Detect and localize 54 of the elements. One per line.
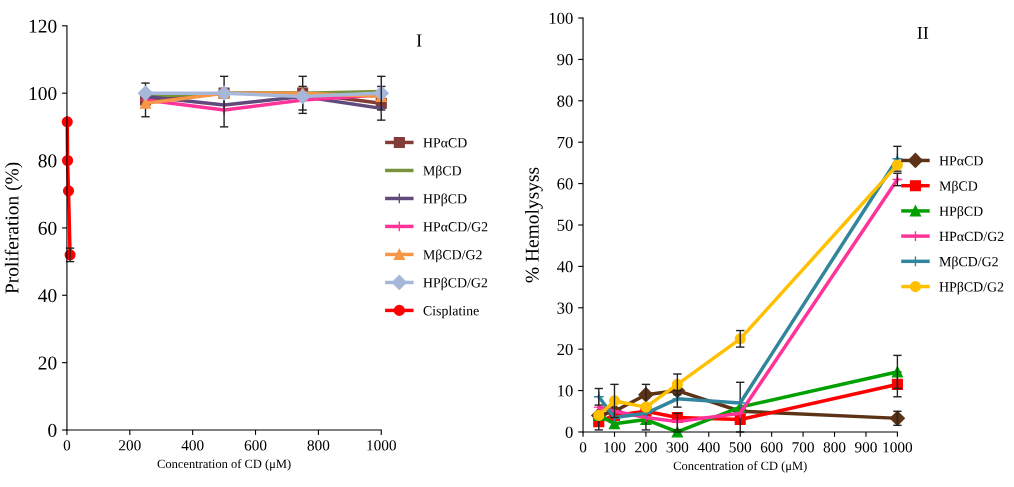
x-tick-label: 400 <box>697 442 720 453</box>
x-axis-title: Concentration of CD (μM) <box>673 461 807 473</box>
x-tick-label: 300 <box>666 442 689 453</box>
x-tick-label: 600 <box>244 440 267 451</box>
y-tick-label: 80 <box>38 154 57 168</box>
legend-label: HPαCD <box>939 156 983 166</box>
x-tick-label: 1000 <box>367 440 396 451</box>
y-tick-label: 30 <box>557 302 573 314</box>
x-tick-label: 800 <box>307 440 330 451</box>
legend-label: HPβCD <box>939 206 983 219</box>
legend-label: HPαCD/G2 <box>423 222 488 232</box>
y-tick-label: 80 <box>557 95 573 107</box>
y-tick-label: 0 <box>565 426 573 438</box>
text: I <box>416 34 422 47</box>
legend-label: HPβCD/G2 <box>423 277 488 291</box>
y-tick-label: 100 <box>29 87 57 101</box>
x-tick-label: 400 <box>181 440 204 451</box>
x-tick-label: 0 <box>63 440 71 451</box>
legend-label: MβCD <box>939 180 978 194</box>
legend-label: HPβCD/G2 <box>939 281 1004 295</box>
legend-label: Cisplatine <box>423 305 479 319</box>
y-tick-label: 20 <box>557 343 573 356</box>
legend-label: MβCD/G2 <box>423 249 482 263</box>
x-tick-label: 600 <box>760 442 783 453</box>
x-tick-label: 200 <box>119 440 141 451</box>
legend-label: HPαCD/G2 <box>939 231 1004 242</box>
y-tick-label: 10 <box>558 385 573 397</box>
legend-label: MβCD <box>423 165 462 179</box>
legend-label: MβCD/G2 <box>939 256 998 270</box>
y-tick-label: 40 <box>556 261 573 273</box>
y-axis-title: % Hemolysyss <box>525 167 543 283</box>
y-tick-label: 90 <box>557 54 573 66</box>
x-tick-label: 100 <box>604 442 626 453</box>
x-tick-label: 500 <box>729 442 752 453</box>
x-tick-label: 200 <box>635 442 657 453</box>
y-tick-label: 20 <box>38 356 57 370</box>
y-tick-label: 50 <box>557 219 573 231</box>
x-tick-label: 1000 <box>883 442 913 453</box>
y-tick-label: 0 <box>48 423 57 437</box>
y-tick-label: 120 <box>29 19 57 33</box>
x-tick-label: 800 <box>823 442 846 453</box>
x-axis-title: Concentration of CD (μM) <box>157 459 291 471</box>
y-tick-label: 60 <box>557 178 573 190</box>
y-tick-label: 40 <box>38 289 57 303</box>
y-tick-label: 70 <box>557 136 573 149</box>
text: II <box>917 27 929 39</box>
legend-label: HPβCD <box>423 193 467 207</box>
x-tick-label: 0 <box>579 442 587 453</box>
y-axis-title: Proliferation (%) <box>4 162 23 294</box>
y-tick-label: 100 <box>549 12 573 24</box>
x-tick-label: 700 <box>792 442 814 453</box>
legend-label: HPαCD <box>423 138 467 148</box>
y-tick-label: 60 <box>38 221 57 235</box>
x-tick-label: 900 <box>854 442 877 453</box>
